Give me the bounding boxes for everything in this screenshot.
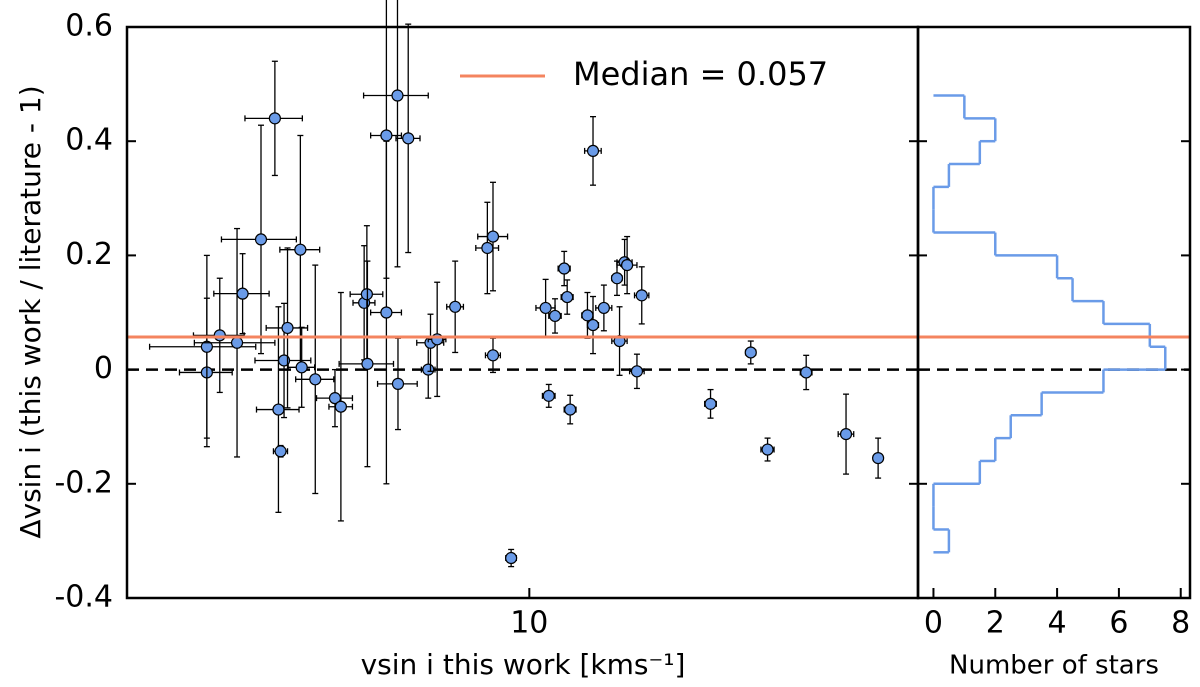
point: [610, 272, 624, 285]
point: [277, 354, 291, 367]
point: [449, 300, 462, 313]
plot-frame: [125, 25, 920, 600]
point: [635, 289, 648, 302]
point: [586, 144, 600, 158]
point: [704, 397, 717, 410]
y-axis-label: Δvsin i (this work / literature - 1): [14, 85, 47, 538]
point: [281, 321, 294, 335]
point: [486, 230, 500, 243]
point: [380, 306, 393, 319]
point: [539, 301, 552, 315]
point: [254, 233, 268, 246]
point: [334, 400, 347, 413]
point: [431, 333, 444, 346]
y-tick-label: 0.4: [65, 123, 113, 158]
point: [213, 329, 226, 342]
point: [295, 361, 308, 374]
point: [402, 132, 415, 145]
point: [586, 318, 600, 332]
point: [486, 349, 500, 362]
point: [558, 262, 571, 275]
hist-x-tick-label: 6: [1109, 606, 1128, 641]
point: [839, 428, 853, 441]
x-axis-label: vsin i this work [kms⁻¹]: [361, 648, 686, 681]
point: [872, 452, 885, 465]
point: [505, 551, 518, 565]
point: [564, 403, 577, 416]
point: [380, 129, 393, 142]
point: [309, 373, 322, 386]
point: [391, 89, 404, 102]
point: [630, 365, 644, 378]
point: [361, 357, 374, 370]
x-tick-label: 10: [510, 606, 548, 641]
hist-frame: [916, 25, 1192, 600]
point: [268, 112, 281, 125]
y-tick-label: 0.2: [65, 237, 113, 272]
point: [274, 445, 287, 458]
point: [581, 309, 594, 322]
point: [597, 301, 610, 315]
point: [542, 389, 555, 402]
point: [800, 366, 813, 379]
y-tick-label: 0.6: [65, 9, 113, 44]
point: [200, 340, 213, 353]
hist-x-tick-label: 2: [986, 606, 1005, 641]
point: [621, 259, 634, 272]
point: [548, 309, 562, 323]
point: [561, 290, 574, 304]
hist-x-axis-label: Number of stars: [949, 651, 1159, 681]
point: [744, 346, 757, 359]
legend-label: Median = 0.057: [573, 55, 828, 93]
hist-x-tick-label: 4: [1048, 606, 1067, 641]
hist-x-tick-label: 8: [1171, 606, 1190, 641]
point: [230, 336, 244, 349]
point: [272, 403, 285, 416]
y-tick-label: -0.2: [54, 465, 113, 500]
point: [422, 363, 435, 376]
y-tick-label: 0: [94, 351, 113, 386]
point: [236, 287, 249, 300]
point: [294, 243, 307, 256]
point: [481, 241, 494, 255]
hist-x-tick-label: 0: [924, 606, 943, 641]
point: [761, 443, 774, 456]
y-tick-label: -0.4: [54, 580, 113, 615]
point: [391, 377, 405, 390]
